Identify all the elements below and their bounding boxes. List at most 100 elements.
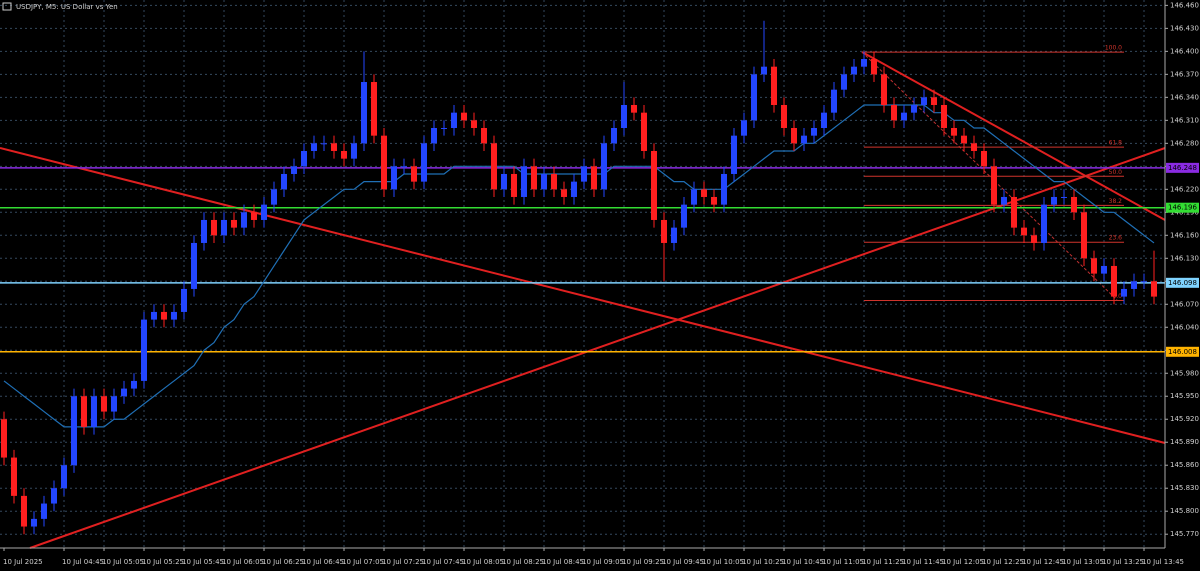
x-tick-label: 10 Jul 09:45	[662, 558, 704, 566]
x-tick-label: 10 Jul 05:45	[182, 558, 224, 566]
candle-body	[691, 189, 697, 205]
candle-body	[651, 150, 657, 220]
candle-body	[1061, 196, 1067, 198]
price-level-tag	[1166, 202, 1199, 213]
x-tick-label: 10 Jul 12:45	[1022, 558, 1064, 566]
y-tick-label: 146.340	[1170, 93, 1199, 101]
candle-body	[21, 495, 27, 527]
candle-body	[401, 166, 407, 168]
candle-body	[1141, 281, 1147, 283]
candle-body	[751, 74, 757, 121]
candle-body	[611, 127, 617, 144]
candle-body	[861, 59, 867, 67]
candle-body	[1011, 196, 1017, 228]
candle-body	[1071, 196, 1077, 213]
candle-body	[631, 105, 637, 113]
candle-body	[111, 396, 117, 412]
candle-body	[581, 166, 587, 182]
x-tick-label: 10 Jul 13:45	[1142, 558, 1184, 566]
y-tick-label: 146.070	[1170, 300, 1199, 308]
candle-body	[561, 189, 567, 197]
trend-line	[0, 147, 1166, 444]
trend-line	[29, 147, 1166, 549]
candle-body	[281, 173, 287, 190]
y-tick-label: 145.920	[1170, 415, 1199, 423]
candle-body	[641, 112, 647, 151]
x-tick-label: 10 Jul 07:45	[422, 558, 464, 566]
candle-body	[841, 74, 847, 90]
candle-body	[161, 311, 167, 320]
candle-body	[821, 112, 827, 128]
x-tick-label: 10 Jul 11:45	[902, 558, 944, 566]
candle-body	[731, 135, 737, 174]
price-level-label: 146.248	[1168, 164, 1197, 172]
candle-body	[141, 319, 147, 381]
candle-body	[511, 173, 517, 197]
y-tick-label: 145.980	[1170, 369, 1199, 377]
y-tick-label: 146.160	[1170, 231, 1199, 239]
price-level-tag	[1166, 277, 1199, 288]
candle-body	[501, 173, 507, 190]
price-level-tag	[1166, 346, 1199, 357]
candle-body	[361, 82, 367, 144]
x-tick-label: 10 Jul 2025	[3, 558, 43, 566]
candle-body	[1101, 265, 1107, 274]
x-tick-label: 10 Jul 06:25	[262, 558, 304, 566]
candle-body	[151, 311, 157, 320]
candle-body	[991, 166, 997, 205]
x-tick-label: 10 Jul 08:05	[462, 558, 504, 566]
y-tick-label: 146.370	[1170, 70, 1199, 78]
x-tick-label: 10 Jul 10:05	[702, 558, 744, 566]
x-tick-label: 10 Jul 06:45	[302, 558, 344, 566]
candle-body	[121, 388, 127, 397]
x-tick-label: 10 Jul 07:05	[342, 558, 384, 566]
y-tick-label: 146.220	[1170, 185, 1199, 193]
candle-body	[441, 127, 447, 129]
candle-body	[431, 127, 437, 144]
fib-label: 38.2	[1109, 198, 1123, 205]
candle-body	[911, 105, 917, 113]
candle-body	[931, 97, 937, 106]
candle-body	[851, 66, 857, 75]
x-tick-label: 10 Jul 12:05	[942, 558, 984, 566]
candle-body	[321, 143, 327, 145]
candle-body	[521, 166, 527, 197]
candle-body	[541, 173, 547, 190]
candle-body	[971, 143, 977, 151]
candle-body	[1021, 227, 1027, 236]
candle-body	[1131, 281, 1137, 289]
candle-body	[251, 212, 257, 220]
candle-body	[171, 311, 177, 320]
candle-body	[711, 196, 717, 205]
candle-body	[671, 227, 677, 243]
candle-body	[11, 457, 17, 496]
x-tick-label: 10 Jul 08:25	[502, 558, 544, 566]
candle-body	[311, 143, 317, 151]
candle-body	[721, 173, 727, 205]
x-tick-label: 10 Jul 13:25	[1102, 558, 1144, 566]
candle-body	[471, 120, 477, 128]
fib-label: 61.8	[1109, 140, 1123, 147]
candle-body	[891, 105, 897, 121]
price-level-label: 146.196	[1168, 204, 1197, 212]
candle-body	[211, 219, 217, 236]
y-tick-label: 145.770	[1170, 530, 1199, 538]
candle-body	[1121, 288, 1127, 297]
candle-body	[391, 166, 397, 190]
candle-body	[221, 219, 227, 236]
candle-body	[61, 465, 67, 489]
candle-body	[1, 419, 7, 458]
candle-body	[191, 242, 197, 289]
y-tick-label: 146.040	[1170, 323, 1199, 331]
candle-body	[481, 127, 487, 144]
x-tick-label: 10 Jul 06:05	[222, 558, 264, 566]
fib-label: 23.6	[1109, 235, 1123, 242]
candle-body	[1031, 235, 1037, 243]
chart-icon	[2, 2, 12, 11]
chart-title: USDJPY, M5: US Dollar vs Yen	[16, 3, 118, 11]
y-tick-label: 145.860	[1170, 461, 1199, 469]
candle-body	[451, 112, 457, 128]
fib-label: 100.0	[1105, 45, 1122, 52]
